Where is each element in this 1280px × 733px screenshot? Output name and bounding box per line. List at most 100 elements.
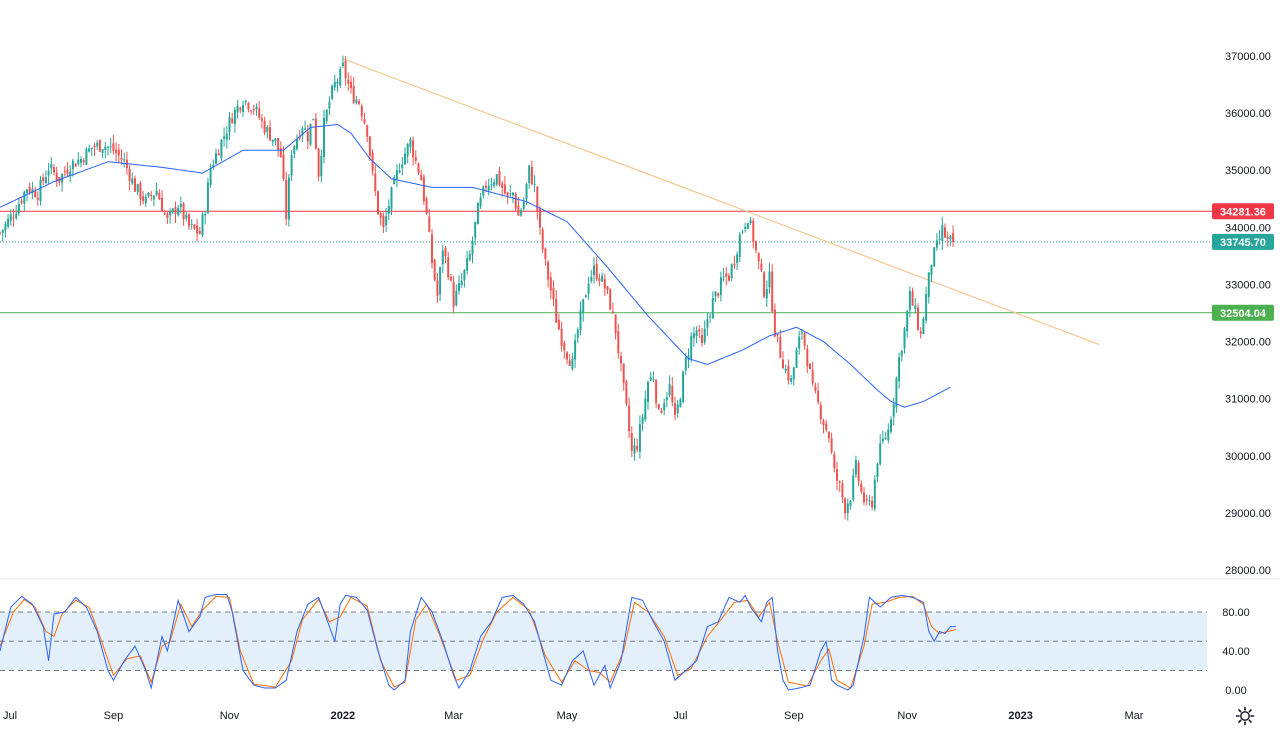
candle-body [736, 254, 739, 263]
candle-body [355, 99, 358, 104]
candle-body [566, 352, 568, 360]
price-axis[interactable]: 37000.00 36000.00 35000.00 34000.00 33000.00… [1225, 51, 1271, 577]
candle-body [336, 81, 339, 84]
price-tick-label: 35000.00 [1225, 165, 1271, 177]
candle-body [282, 154, 285, 180]
candle-body [738, 234, 741, 257]
candle-body [655, 380, 658, 403]
candle-body [868, 500, 871, 502]
candle-body [674, 403, 676, 415]
candle-body [784, 368, 787, 371]
candle-body [20, 200, 23, 203]
time-tick-label: 2023 [1008, 710, 1032, 722]
candle-body [679, 399, 682, 407]
candle-body [341, 62, 344, 66]
candle-body [903, 328, 906, 349]
candle-body [941, 225, 944, 242]
candle-body [633, 445, 636, 454]
candle-body [584, 295, 587, 298]
time-axis[interactable]: Jul Sep Nov 2022 Mar May Jul Sep Nov 2023 Mar [3, 710, 1144, 722]
candle-body [166, 213, 169, 219]
candles-series[interactable] [0, 55, 955, 521]
price-tick-label: 36000.00 [1225, 108, 1271, 120]
candle-body [854, 460, 857, 475]
candle-body [795, 349, 798, 368]
candle-body [314, 118, 317, 149]
candle-body [665, 397, 668, 401]
candle-body [525, 183, 528, 199]
candle-body [482, 186, 485, 196]
candle-body [827, 432, 830, 439]
candle-body [906, 310, 909, 332]
candle-body [485, 185, 487, 188]
candle-body [595, 263, 598, 280]
candle-body [506, 192, 509, 196]
candle-body [117, 149, 120, 156]
candle-body [69, 171, 72, 177]
stoch-axis[interactable]: 80.00 40.00 0.00 [1222, 607, 1250, 697]
candle-body [398, 170, 401, 173]
stoch-d-line[interactable] [0, 595, 956, 689]
candle-body [593, 265, 595, 276]
candle-body [223, 136, 226, 139]
candle-body [644, 398, 647, 420]
candle-body [539, 209, 541, 228]
candle-body [568, 360, 571, 366]
descending-trendline[interactable] [342, 58, 1100, 345]
candle-body [66, 170, 69, 174]
candle-body [563, 342, 566, 351]
candle-body [28, 186, 31, 193]
candle-body [85, 148, 88, 165]
candle-body [806, 348, 809, 366]
candle-body [347, 79, 350, 84]
candle-body [31, 188, 34, 194]
candle-body [876, 463, 879, 478]
candle-body [71, 160, 74, 170]
candle-body [433, 259, 436, 280]
candle-body [115, 149, 118, 154]
gear-icon[interactable] [1234, 705, 1256, 727]
candle-body [50, 163, 53, 169]
candle-body [587, 283, 590, 294]
candle-body [746, 223, 749, 229]
candle-body [53, 167, 55, 173]
candle-body [638, 424, 641, 452]
last-price-label: 33745.70 [1220, 237, 1266, 249]
candle-body [809, 363, 811, 370]
candle-body [663, 403, 666, 411]
candle-body [730, 264, 733, 279]
candle-body [366, 125, 369, 137]
moving-average-line[interactable] [0, 123, 951, 408]
time-tick-label: Sep [784, 710, 804, 722]
candle-body [625, 381, 628, 405]
candle-body [782, 359, 784, 369]
candle-body [39, 179, 42, 201]
candle-body [1, 229, 4, 234]
candle-body [709, 316, 712, 318]
candle-body [63, 171, 66, 173]
candle-body [212, 164, 215, 168]
support-price-badge: 32504.04 [1212, 304, 1274, 321]
candle-body [582, 299, 585, 314]
candle-body [36, 197, 39, 200]
candle-body [379, 212, 382, 219]
candle-body [277, 137, 280, 150]
candle-body [852, 475, 855, 500]
candle-body [101, 149, 104, 153]
candle-body [225, 133, 228, 140]
candle-body [614, 314, 617, 334]
candle-body [190, 223, 193, 225]
candle-body [630, 433, 633, 451]
candle-body [952, 233, 955, 242]
stoch-k-line[interactable] [0, 594, 956, 691]
candle-body [436, 280, 439, 296]
stoch-tick-label: 40.00 [1222, 646, 1250, 658]
candle-body [47, 170, 50, 176]
candle-body [493, 182, 496, 186]
candle-body [163, 212, 166, 214]
candle-body [647, 381, 649, 403]
candle-body [7, 218, 10, 227]
candle-body [285, 179, 288, 219]
